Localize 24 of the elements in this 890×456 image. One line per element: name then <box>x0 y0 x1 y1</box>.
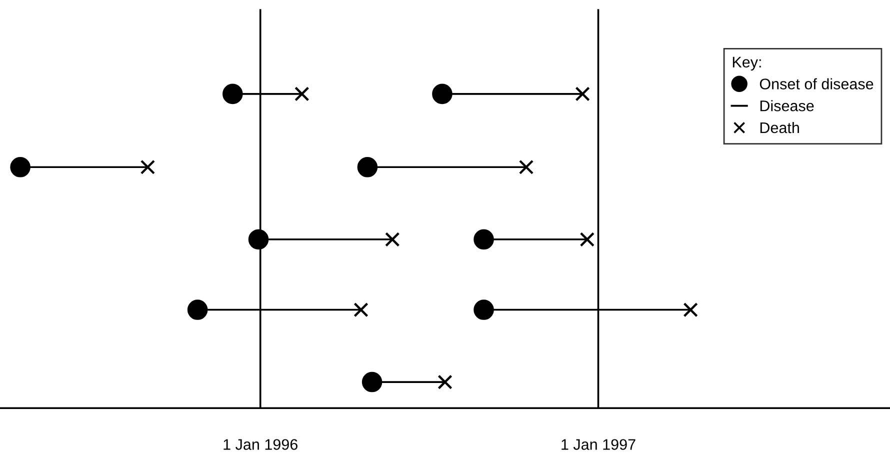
x-tick-label: 1 Jan 1996 <box>224 439 298 450</box>
legend-label: Death <box>760 122 799 134</box>
point <box>438 374 452 390</box>
point <box>187 300 208 320</box>
point <box>474 300 494 320</box>
point <box>222 84 243 104</box>
legend-title: Key: <box>732 56 761 71</box>
point <box>362 372 382 392</box>
point <box>575 86 590 102</box>
point <box>474 229 494 250</box>
point <box>248 229 269 250</box>
point <box>683 302 698 318</box>
point <box>580 232 595 247</box>
point <box>10 157 30 178</box>
point <box>294 86 310 102</box>
point <box>432 84 452 104</box>
legend-label: Onset of disease <box>760 78 874 90</box>
point <box>357 157 378 178</box>
point <box>385 232 400 247</box>
point <box>354 302 368 318</box>
point <box>140 160 156 175</box>
x-tick-label: 1 Jan 1997 <box>562 439 636 450</box>
legend-label: Disease <box>760 100 814 112</box>
point <box>518 160 534 175</box>
